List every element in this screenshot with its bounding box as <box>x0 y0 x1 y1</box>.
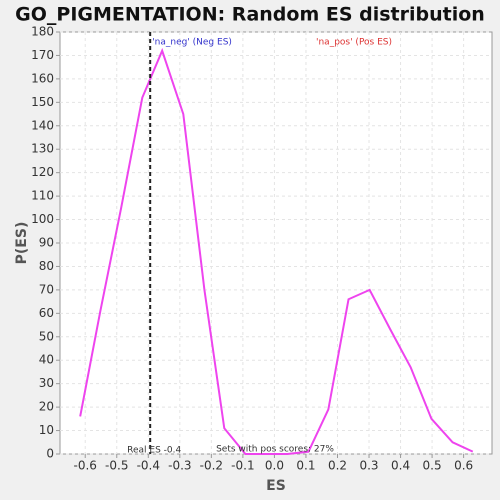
y-tick-label: 110 <box>31 189 54 203</box>
y-tick-label: 20 <box>39 400 54 414</box>
y-tick-label: 170 <box>31 48 54 62</box>
x-tick-label: 0.4 <box>391 459 410 473</box>
x-axis-label: ES <box>266 478 286 494</box>
x-tick-label: -0.4 <box>137 459 160 473</box>
y-tick-label: 10 <box>39 423 54 437</box>
real-es-label: Real ES -0.4 <box>127 446 181 456</box>
y-tick-label: 150 <box>31 95 54 109</box>
y-tick-label: 40 <box>39 353 54 367</box>
y-tick-label: 70 <box>39 282 54 296</box>
y-tick-label: 160 <box>31 71 54 85</box>
x-tick-label: 0.2 <box>328 459 347 473</box>
annotation: 'na_neg' (Neg ES) <box>152 38 232 48</box>
x-tick-label: 0.6 <box>454 459 473 473</box>
y-tick-label: 30 <box>39 376 54 390</box>
y-tick-label: 60 <box>39 306 54 320</box>
y-tick-label: 140 <box>31 118 54 132</box>
y-axis-label: P(ES) <box>14 222 30 265</box>
y-tick-label: 0 <box>46 447 54 461</box>
x-tick-label: 0.5 <box>423 459 442 473</box>
x-tick-label: 0.1 <box>296 459 315 473</box>
y-tick-label: 120 <box>31 165 54 179</box>
x-tick-label: -0.1 <box>231 459 254 473</box>
y-tick-label: 50 <box>39 329 54 343</box>
y-tick-label: 180 <box>31 25 54 39</box>
y-tick-label: 130 <box>31 142 54 156</box>
y-tick-label: 90 <box>39 236 54 250</box>
annotation: Sets with pos scores: 27% <box>216 445 334 455</box>
chart-title: GO_PIGMENTATION: Random ES distribution <box>15 4 485 26</box>
y-tick-label: 80 <box>39 259 54 273</box>
x-tick-label: -0.6 <box>74 459 97 473</box>
x-tick-label: 0.0 <box>265 459 284 473</box>
x-tick-label: -0.3 <box>168 459 191 473</box>
y-tick-label: 100 <box>31 212 54 226</box>
annotation: 'na_pos' (Pos ES) <box>316 38 392 48</box>
x-tick-label: -0.2 <box>200 459 223 473</box>
x-tick-label: 0.3 <box>359 459 378 473</box>
x-tick-label: -0.5 <box>105 459 128 473</box>
line-series <box>79 47 474 455</box>
